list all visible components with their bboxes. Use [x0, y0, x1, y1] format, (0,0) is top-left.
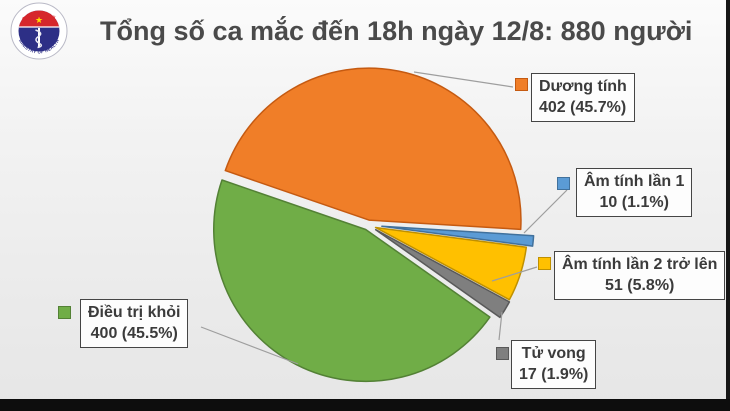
legend-swatch-dieu-tri-khoi [58, 306, 71, 319]
pie-slice-duong-tinh [224, 67, 522, 231]
flag-star-icon: ★ [35, 15, 43, 25]
legend-swatch-am-tinh-1 [557, 177, 570, 190]
segment-label: Dương tính [539, 78, 627, 95]
pie-slice-am-tinh-1 [381, 225, 535, 247]
segment-value: 400 (45.5%) [90, 325, 178, 342]
legend-swatch-tu-vong [496, 347, 509, 360]
legend-swatch-am-tinh-2 [538, 257, 551, 270]
pie-slice-dieu-tri-khoi [212, 179, 491, 383]
leader-line-dieu-tri-khoi [200, 326, 299, 365]
segment-label: Tử vong [521, 345, 586, 362]
segment-value: 402 (45.7%) [539, 99, 627, 116]
pie-slice-tu-vong [374, 228, 511, 319]
segment-value: 17 (1.9%) [519, 366, 589, 383]
staff-snake-icon [35, 28, 43, 49]
leader-line-am-tinh-1 [523, 189, 568, 234]
right-letterbox-bar [726, 0, 730, 411]
label-box-dieu-tri-khoi: Điều trị khỏi 400 (45.5%) [80, 299, 189, 348]
segment-label: Âm tính lần 2 trở lên [562, 256, 718, 273]
segment-label: Điều trị khỏi [88, 304, 181, 321]
label-box-duong-tinh: Dương tính 402 (45.7%) [531, 73, 635, 122]
leader-line-am-tinh-2 [491, 266, 538, 282]
leader-line-tu-vong [498, 311, 503, 341]
segment-value: 51 (5.8%) [605, 277, 675, 294]
logo-top-text: BỘ Y TẾ [21, 10, 58, 23]
page-title: Tổng số ca mắc đến 18h ngày 12/8: 880 ng… [100, 16, 693, 46]
flag-band [18, 10, 60, 27]
segment-value: 10 (1.1%) [599, 194, 669, 211]
segment-label: Âm tính lần 1 [584, 173, 685, 190]
leader-line-duong-tinh [413, 71, 514, 88]
label-box-am-tinh-2: Âm tính lần 2 trở lên 51 (5.8%) [554, 251, 726, 300]
leader-lines [200, 71, 568, 365]
pie-slice-am-tinh-2 [374, 226, 528, 301]
ministry-of-health-logo-icon: ★ BỘ Y TẾ MINISTRY OF HEALTH [10, 2, 68, 60]
legend-swatch-duong-tinh [515, 78, 528, 91]
label-box-tu-vong: Tử vong 17 (1.9%) [511, 340, 597, 389]
label-box-am-tinh-1: Âm tính lần 1 10 (1.1%) [576, 168, 693, 217]
bottom-letterbox-bar [0, 399, 730, 411]
